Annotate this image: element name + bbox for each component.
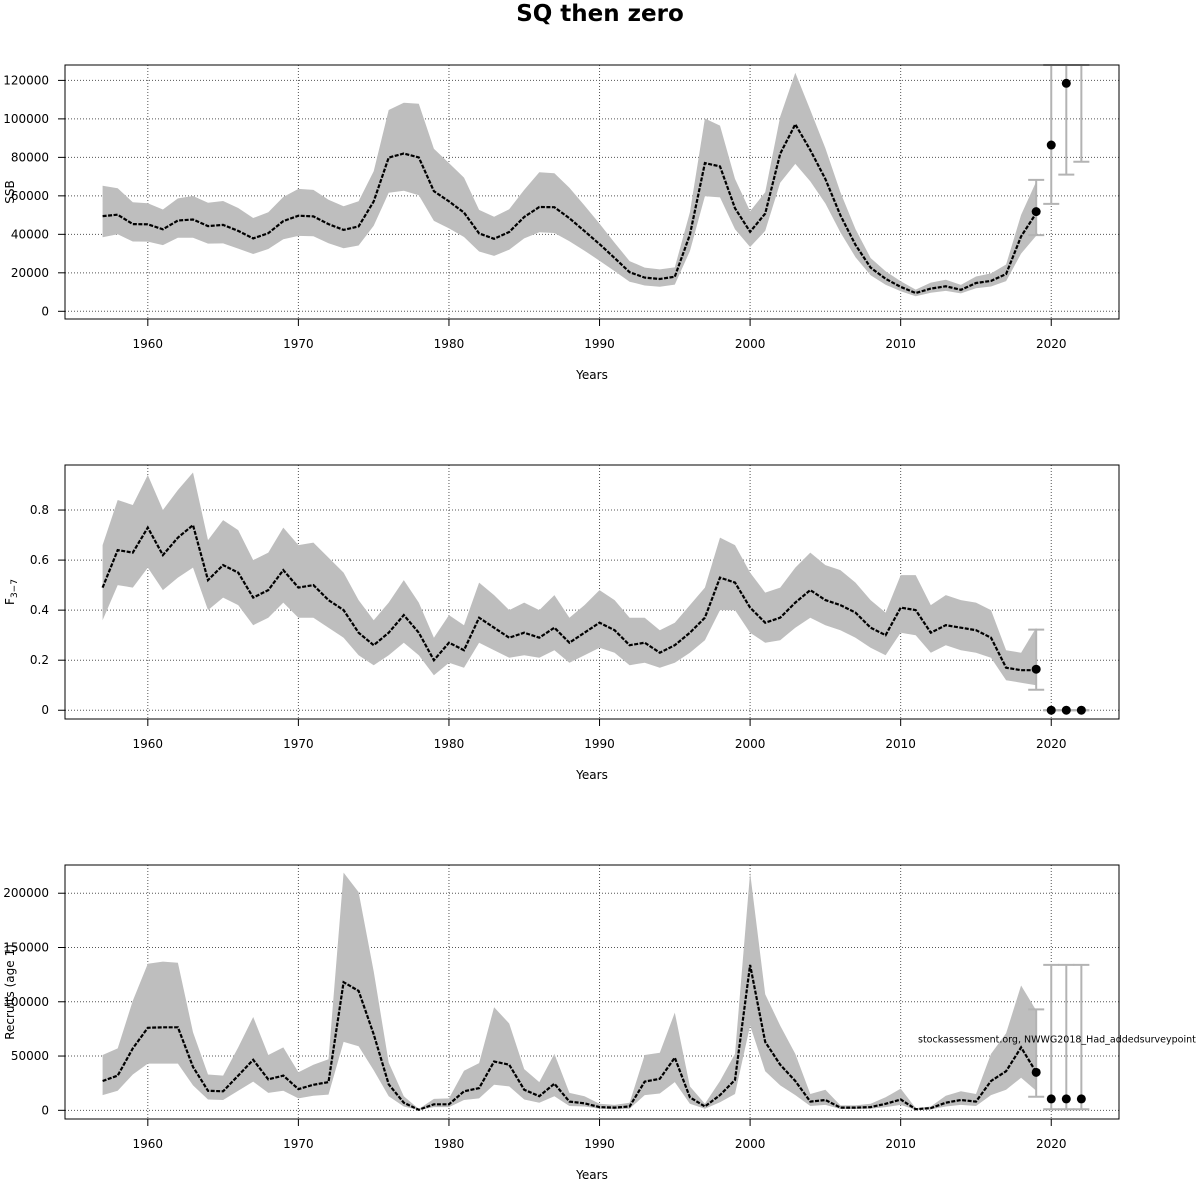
forecast-point — [1061, 705, 1071, 715]
y-tick-label: 0.2 — [30, 653, 49, 667]
x-tick-label: 2010 — [885, 337, 916, 351]
y-tick-label: 0 — [41, 1103, 49, 1117]
plot-frame — [64, 64, 1120, 320]
x-tick-label: 1990 — [584, 1137, 615, 1151]
y-tick-label: 120000 — [3, 73, 49, 87]
forecast-point — [1046, 705, 1056, 715]
forecast-point — [1031, 207, 1041, 217]
y-tick-label: 0.6 — [30, 553, 49, 567]
x-tick-label: 2000 — [735, 337, 766, 351]
y-tick-label: 80000 — [11, 150, 49, 164]
x-tick-label: 2020 — [1036, 337, 1067, 351]
y-axis-label: Recruits (age 1) — [3, 944, 17, 1040]
x-tick-label: 1990 — [584, 337, 615, 351]
confidence-band — [102, 72, 1037, 297]
y-axis-label: SSB — [3, 180, 17, 203]
x-axis-label: Years — [575, 368, 608, 382]
forecast-point — [1076, 1094, 1086, 1104]
y-axis-label: F3−7 — [3, 579, 20, 605]
x-tick-label: 1970 — [283, 737, 314, 751]
page-title: SQ then zero — [516, 1, 684, 27]
forecast-point — [1046, 140, 1056, 150]
y-tick-label: 20000 — [11, 266, 49, 280]
y-tick-label: 0 — [41, 703, 49, 717]
forecast-point — [1061, 1094, 1071, 1104]
forecast-point — [1061, 78, 1071, 88]
y-tick-label: 40000 — [11, 227, 49, 241]
x-axis-label: Years — [575, 768, 608, 782]
x-tick-label: 1960 — [133, 1137, 164, 1151]
x-tick-label: 2020 — [1036, 1137, 1067, 1151]
forecast-point — [1076, 705, 1086, 715]
x-tick-label: 1960 — [133, 737, 164, 751]
estimate-line — [102, 122, 1038, 295]
y-tick-label: 0.4 — [30, 603, 49, 617]
y-tick-label: 50000 — [11, 1049, 49, 1063]
x-axis-label: Years — [575, 1168, 608, 1182]
confidence-band — [102, 472, 1037, 686]
y-axis-label-main: F — [3, 598, 17, 605]
x-tick-label: 2000 — [735, 1137, 766, 1151]
y-tick-label: 0.8 — [30, 503, 49, 517]
x-tick-label: 2020 — [1036, 737, 1067, 751]
y-tick-label: 0 — [41, 304, 49, 318]
x-tick-label: 2010 — [885, 1137, 916, 1151]
x-tick-label: 1980 — [434, 337, 465, 351]
x-tick-label: 1980 — [434, 1137, 465, 1151]
x-tick-label: 1960 — [133, 337, 164, 351]
panel-3: 1960 1970 1980 1990 2000 2010 2020 Years 0 50000 1… — [3, 864, 1196, 1182]
y-tick-label: 100000 — [3, 112, 49, 126]
confidence-band — [102, 872, 1037, 1111]
y-tick-label: 150000 — [3, 940, 49, 954]
x-tick-label: 2010 — [885, 737, 916, 751]
x-tick-label: 2000 — [735, 737, 766, 751]
estimate-line — [102, 964, 1038, 1111]
panel-1: 1960 1970 1980 1990 2000 2010 2020 Years 0 20000 4… — [3, 64, 1120, 382]
chart-annotation: stockassessment.org, NWWG2018_Had_addeds… — [918, 1034, 1196, 1045]
forecast-point — [1031, 1067, 1041, 1077]
forecast-point — [1046, 1094, 1056, 1104]
y-tick-label: 100000 — [3, 995, 49, 1009]
estimate-line — [101, 523, 1037, 672]
forecast-point — [1031, 664, 1041, 674]
panel-2: 1960 1970 1980 1990 2000 2010 2020 Years 0 0.2 0.4… — [3, 464, 1120, 782]
y-axis-label-subscript: 3−7 — [10, 579, 20, 598]
x-tick-label: 1990 — [584, 737, 615, 751]
y-tick-label: 60000 — [11, 189, 49, 203]
y-tick-label: 200000 — [3, 886, 49, 900]
x-tick-label: 1970 — [283, 1137, 314, 1151]
x-tick-label: 1980 — [434, 737, 465, 751]
x-tick-label: 1970 — [283, 337, 314, 351]
